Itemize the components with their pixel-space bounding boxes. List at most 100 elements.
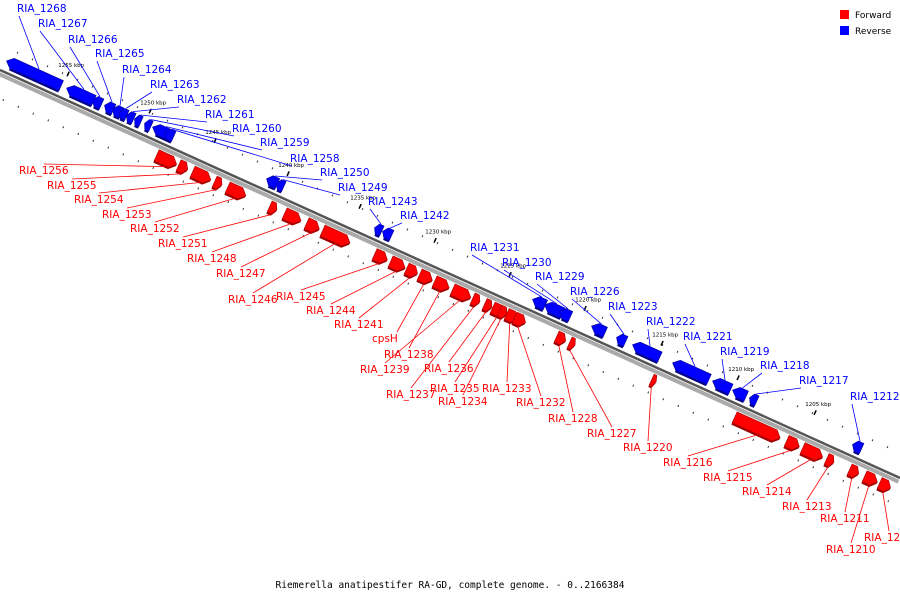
gene-leader-line — [882, 492, 890, 532]
gene-leader-line — [396, 283, 425, 333]
gene-leader-line — [125, 91, 153, 109]
gene-leader-line — [462, 318, 502, 396]
reverse-gene-label: RIA_1259 — [260, 137, 310, 149]
gene-leader-line — [132, 106, 180, 113]
gene-leader-line — [43, 163, 165, 168]
forward-gene-label: RIA_1238 — [384, 349, 434, 361]
scale-tick-mark — [660, 340, 664, 346]
legend-swatch — [840, 10, 849, 19]
gene-leader-line — [569, 350, 613, 428]
gene-leader-line — [384, 300, 460, 364]
forward-gene-label: RIA_1235 — [430, 383, 480, 395]
reverse-gene-label: RIA_1266 — [68, 34, 118, 46]
gene-leader-line — [850, 485, 870, 544]
gene-leader-line — [571, 298, 602, 325]
scale-tick-label: 1250 kbp — [140, 100, 166, 106]
genome-backbone — [0, 68, 900, 484]
gene-leader-line — [389, 222, 403, 229]
forward-gene-label: RIA_1214 — [742, 486, 792, 498]
gene-leader-line — [410, 306, 475, 389]
reverse-gene-label: RIA_1268 — [17, 3, 67, 15]
gene-leader-line — [755, 387, 802, 395]
reverse-gene-label: RIA_1219 — [720, 346, 770, 358]
gene-leader-line — [39, 30, 85, 90]
scale-tick-mark — [433, 237, 437, 243]
gene-leader-line — [742, 372, 763, 389]
gene-leader-line — [18, 15, 40, 70]
reverse-gene-label: RIA_1223 — [608, 301, 658, 313]
scale-tick-label: 1210 kbp — [728, 367, 754, 373]
gene-leader-line — [119, 76, 125, 106]
gene-leader-line — [727, 450, 791, 472]
gene-leader-line — [517, 326, 542, 397]
gene-leader-line — [503, 269, 558, 305]
scale-tick-label: 1225 kbp — [500, 264, 526, 270]
forward-gene-label: RIA_1247 — [216, 268, 266, 280]
forward-gene-label: RIA_1220 — [623, 442, 673, 454]
reverse-gene-label: RIA_1261 — [205, 109, 255, 121]
reverse-gene-label: RIA_1263 — [150, 79, 200, 91]
reverse-gene-label: RIA_1218 — [760, 360, 810, 372]
reverse-gene-label: RIA_1212 — [850, 391, 900, 403]
gene-leader-line — [506, 323, 511, 383]
reverse-gene-label: RIA_1229 — [535, 271, 585, 283]
legend-swatch — [840, 26, 849, 35]
forward-gene-label: RIA_1233 — [482, 383, 532, 395]
gene-leader-line — [274, 175, 323, 181]
reverse-gene-label: RIA_1222 — [646, 316, 696, 328]
gene-leader-line — [647, 328, 651, 347]
gene-leader-line — [182, 214, 271, 238]
forward-gene-label: RIA_1209 — [864, 532, 900, 544]
scale-tick-label: 1235 kbp — [350, 196, 376, 202]
gene-leader-line — [252, 243, 335, 294]
minor-ticks — [2, 51, 890, 503]
forward-gene-label: RIA_1253 — [102, 209, 152, 221]
forward-gene-label: RIA_1248 — [187, 253, 237, 265]
gene-leader-line — [369, 208, 382, 225]
forward-gene-label: RIA_1256 — [19, 165, 69, 177]
gene-leader-line — [140, 114, 208, 123]
gene-leader-line — [211, 223, 291, 253]
reverse-gene-label: RIA_1217 — [799, 375, 849, 387]
reverse-gene-label: RIA_1265 — [95, 48, 145, 60]
gene-leader-line — [171, 128, 293, 167]
gene-leader-line — [766, 459, 811, 486]
forward-gene-label: RIA_1237 — [386, 389, 436, 401]
gene-leader-line — [558, 345, 574, 413]
gene-leader-line — [647, 387, 652, 442]
gene-leader-line — [126, 189, 216, 209]
forward-genes: RIA_1256 RIA_1255 RIA_1254 RIA_1253 RIA_1252… — [19, 149, 900, 556]
forward-gene-label: RIA_1227 — [587, 428, 637, 440]
reverse-gene-label: RIA_1249 — [338, 182, 388, 194]
reverse-gene-label: RIA_1243 — [368, 196, 418, 208]
forward-gene-label: RIA_1246 — [228, 294, 278, 306]
gene-leader-line — [536, 283, 569, 310]
scale-tick-label: 1230 kbp — [425, 230, 451, 236]
scale-tick-label: 1255 kbp — [58, 63, 84, 69]
forward-gene-label: RIA_1241 — [334, 319, 384, 331]
gene-leader-line — [851, 403, 861, 442]
gene-leader-line — [471, 254, 543, 298]
gene-leader-line — [154, 197, 235, 223]
scale-tick-label: 1215 kbp — [652, 332, 678, 338]
gene-leader-line — [240, 232, 311, 268]
gene-leader-line — [282, 179, 341, 196]
gene-leader-line — [844, 478, 853, 513]
reverse-gene-label: RIA_1242 — [400, 210, 450, 222]
forward-gene-label: RIA_1244 — [306, 305, 356, 317]
forward-gene-label: RIA_1232 — [516, 397, 566, 409]
legend-label: Forward — [855, 11, 891, 21]
scale-tick-label: 1205 kbp — [805, 402, 831, 408]
gene-leader-line — [806, 466, 829, 501]
reverse-gene-label: RIA_1267 — [38, 18, 88, 30]
forward-gene-label: RIA_1234 — [438, 396, 488, 408]
reverse-gene-label: RIA_1258 — [290, 153, 340, 165]
reverse-gene-label: RIA_1262 — [177, 94, 227, 106]
gene-leader-line — [687, 434, 757, 457]
forward-gene-label: RIA_1210 — [826, 544, 876, 556]
gene-leader-line — [454, 316, 498, 383]
forward-gene-label: RIA_1252 — [130, 223, 180, 235]
scale-tick-mark — [66, 71, 70, 77]
